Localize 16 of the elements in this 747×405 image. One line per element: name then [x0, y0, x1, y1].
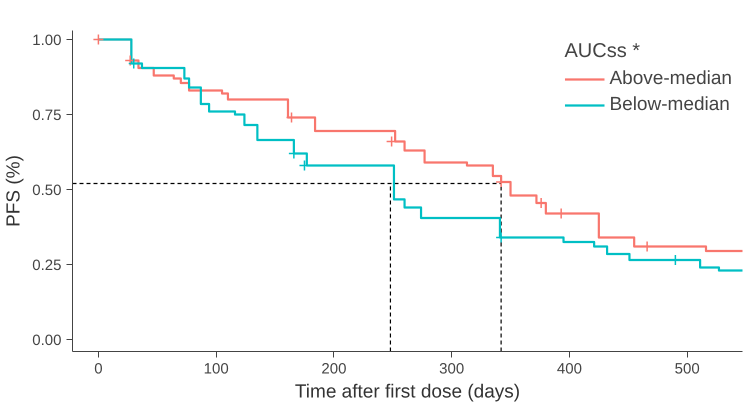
x-tick-label: 300	[439, 360, 464, 378]
y-tick-label: 0.50	[32, 182, 62, 199]
legend-label: Below-median	[609, 94, 730, 116]
x-tick-label: 500	[674, 360, 700, 378]
x-tick-label: 0	[94, 360, 103, 378]
legend-label: Above-median	[609, 68, 732, 90]
x-axis-title: Time after first dose (days)	[294, 382, 520, 402]
x-tick-label: 400	[556, 360, 582, 378]
y-tick-label: 0.25	[32, 257, 62, 274]
x-tick-label: 200	[321, 360, 346, 378]
y-tick-label: 0.75	[32, 107, 62, 124]
y-tick-label: 1.00	[32, 32, 62, 49]
y-tick-label: 0.00	[32, 332, 62, 349]
x-tick-label: 100	[204, 360, 229, 378]
y-axis-title: PFS (%)	[3, 155, 24, 227]
legend-title: AUCss *	[564, 40, 642, 63]
